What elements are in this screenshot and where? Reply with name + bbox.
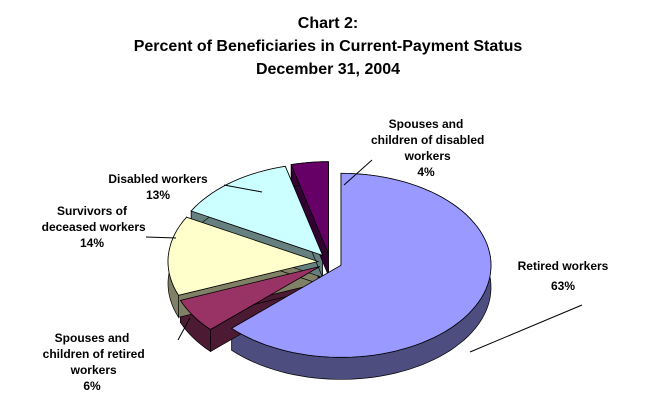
chart-title: December 31, 2004	[256, 61, 400, 78]
chart-title: Chart 2:	[298, 15, 358, 32]
slice-value-label: 4%	[417, 165, 435, 179]
slice-label: Spouses and children of retired workers	[39, 331, 144, 377]
leader-line	[223, 184, 263, 193]
slice-label: Disabled workers	[108, 172, 208, 186]
slice	[179, 266, 321, 330]
slice	[230, 172, 492, 358]
slice-value-label: 63%	[551, 279, 575, 293]
chart-title: Percent of Beneficiaries in Current-Paym…	[134, 38, 523, 55]
slice-value-label: 14%	[80, 236, 104, 250]
slice-value-label: 6%	[83, 379, 101, 393]
slice	[167, 216, 320, 296]
slice-label: Spouses and children of disabled workers	[368, 117, 485, 163]
slice-value-label: 13%	[146, 188, 170, 202]
slice-label: Retired workers	[518, 259, 609, 273]
leader-line	[343, 159, 373, 186]
leader-line	[177, 317, 191, 341]
slice	[190, 165, 324, 257]
slice	[290, 161, 329, 254]
slice-label: Survivors of deceased workers	[38, 204, 146, 234]
leader-line	[145, 236, 177, 239]
leader-line	[469, 304, 583, 353]
